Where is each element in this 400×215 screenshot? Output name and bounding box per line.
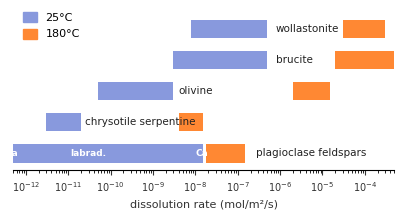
Bar	[293, 82, 330, 100]
Text: labrad.: labrad.	[70, 149, 106, 158]
Text: brucite: brucite	[276, 55, 313, 65]
Bar	[98, 82, 173, 100]
Text: Ca: Ca	[195, 149, 208, 158]
Bar	[335, 51, 400, 69]
Text: Na: Na	[4, 149, 18, 158]
Bar	[178, 113, 203, 132]
Legend: 25°C, 180°C: 25°C, 180°C	[19, 8, 84, 44]
Bar	[46, 113, 81, 132]
Bar	[343, 20, 385, 38]
Bar	[173, 51, 267, 69]
Bar	[191, 20, 267, 38]
Bar	[0, 144, 203, 163]
X-axis label: dissolution rate (mol/m²/s): dissolution rate (mol/m²/s)	[130, 200, 278, 209]
Text: olivine: olivine	[178, 86, 213, 96]
Text: wollastonite: wollastonite	[276, 24, 339, 34]
Text: chrysotile serpentine: chrysotile serpentine	[85, 117, 196, 127]
Bar	[206, 144, 245, 163]
Text: plagioclase feldspars: plagioclase feldspars	[256, 148, 366, 158]
